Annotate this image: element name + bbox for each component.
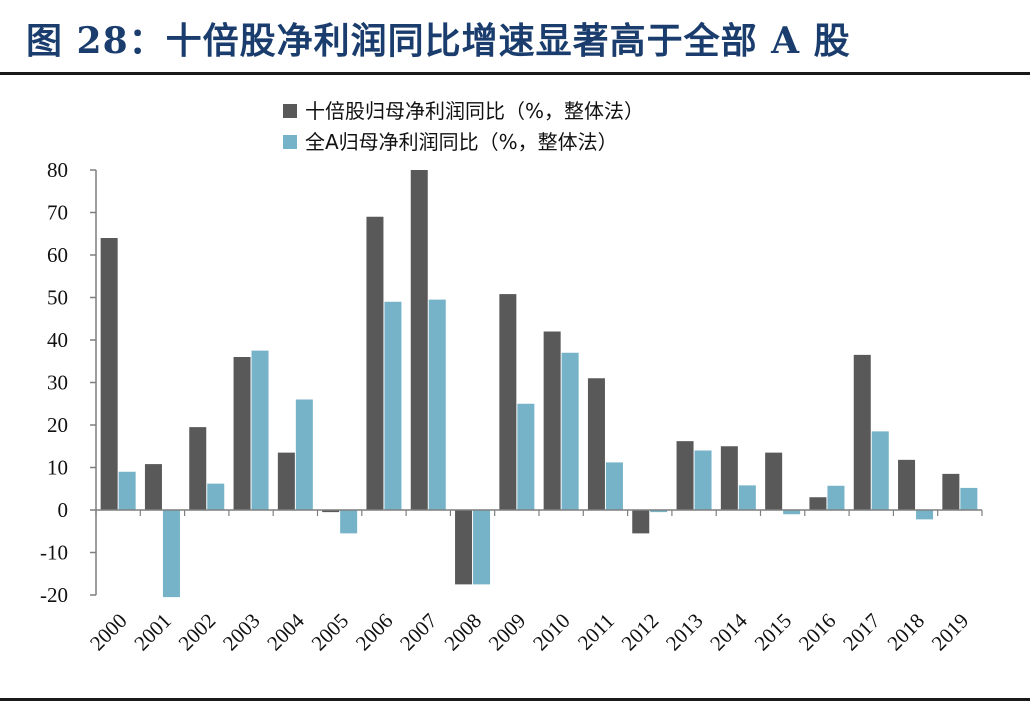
y-tick-label: 70: [47, 201, 68, 225]
legend-swatch: [283, 104, 297, 118]
bar-all-a-2000: [118, 471, 136, 510]
bar-tenbagger-2008: [455, 510, 473, 585]
x-tick-label: 2010: [528, 609, 575, 656]
legend-label: 全A归母净利润同比（%，整体法）: [305, 130, 618, 154]
y-tick-label: 80: [47, 158, 68, 182]
title-divider: [0, 72, 1030, 75]
bar-tenbagger-2007: [410, 170, 428, 510]
bar-all-a-2015: [783, 510, 801, 515]
y-axis-tick-labels: 80 70 60 50 40 30 20 10 0 -10 -20: [40, 158, 68, 607]
bar-all-a-2001: [162, 510, 180, 598]
bar-all-a-2004: [295, 399, 313, 510]
x-tick-label: 2019: [927, 609, 974, 656]
bar-tenbagger-2001: [144, 464, 162, 510]
y-tick-label: 40: [47, 328, 68, 352]
bar-tenbagger-2002: [189, 427, 207, 510]
y-tick-label: -10: [40, 541, 68, 565]
bottom-divider: [0, 698, 1030, 701]
y-tick-label: -20: [40, 583, 68, 607]
x-tick-label: 2011: [573, 609, 619, 655]
bar-tenbagger-2010: [543, 331, 561, 510]
y-tick-label: 30: [47, 371, 68, 395]
x-tick-label: 2008: [439, 609, 486, 656]
bar-all-a-2008: [473, 510, 491, 585]
bar-tenbagger-2012: [632, 510, 650, 534]
bar-tenbagger-2000: [100, 238, 118, 510]
x-tick-label: 2004: [262, 608, 309, 655]
bar-tenbagger-2019: [942, 473, 960, 510]
bar-all-a-2011: [605, 462, 623, 510]
bar-tenbagger-2006: [366, 216, 384, 510]
page-title: 图 28：十倍股净利润同比增速显著高于全部 A 股: [26, 20, 851, 62]
bar-tenbagger-2005: [322, 510, 340, 513]
bar-all-a-2017: [871, 431, 889, 510]
bar-tenbagger-2004: [277, 452, 295, 510]
bar-all-a-2012: [650, 510, 668, 513]
bar-all-a-2003: [251, 350, 269, 510]
bar-all-a-2006: [384, 301, 402, 510]
bar-all-a-2016: [827, 485, 845, 510]
x-tick-label: 2015: [750, 609, 797, 656]
bar-all-a-2018: [916, 510, 934, 520]
x-tick-label: 2000: [85, 609, 132, 656]
y-tick-label: 20: [47, 413, 68, 437]
y-tick-label: 10: [47, 456, 68, 480]
bar-tenbagger-2009: [499, 294, 517, 510]
bar-tenbagger-2003: [233, 357, 251, 510]
bar-all-a-2014: [738, 485, 756, 510]
x-tick-label: 2002: [174, 609, 221, 656]
x-axis-tick-labels: 2000200120022003200420052006200720082009…: [85, 608, 973, 655]
bar-tenbagger-2011: [587, 378, 605, 510]
y-tick-label: 50: [47, 286, 68, 310]
bar-all-a-2019: [960, 487, 978, 510]
bar-all-a-2005: [340, 510, 358, 534]
y-tick-label: 60: [47, 243, 68, 267]
legend-swatch: [283, 135, 297, 149]
bar-tenbagger-2016: [809, 497, 827, 510]
bar-tenbagger-2015: [765, 452, 783, 510]
x-tick-label: 2017: [838, 609, 885, 656]
x-tick-label: 2009: [484, 609, 531, 656]
bar-tenbagger-2018: [898, 459, 916, 510]
x-tick-label: 2018: [882, 609, 929, 656]
x-tick-label: 2014: [705, 608, 752, 655]
legend-label: 十倍股归母净利润同比（%，整体法）: [305, 99, 644, 123]
bar-all-a-2013: [694, 450, 712, 510]
x-tick-label: 2013: [661, 609, 708, 656]
bar-tenbagger-2014: [720, 446, 738, 510]
bar-all-a-2010: [561, 352, 579, 510]
y-axis-tick-marks: [90, 169, 983, 596]
x-tick-label: 2016: [794, 609, 841, 656]
bar-marks: [100, 170, 978, 598]
x-tick-label: 2007: [395, 609, 442, 656]
x-tick-label: 2001: [129, 609, 176, 656]
x-tick-label: 2005: [307, 609, 354, 656]
legend: 十倍股归母净利润同比（%，整体法） 全A归母净利润同比（%，整体法）: [283, 99, 644, 154]
bar-all-a-2009: [517, 403, 535, 510]
x-tick-label: 2006: [351, 609, 398, 656]
bar-tenbagger-2013: [676, 441, 694, 510]
y-tick-label: 0: [58, 498, 69, 522]
x-tick-label: 2003: [218, 609, 265, 656]
x-tick-label: 2012: [617, 609, 664, 656]
bar-all-a-2002: [207, 483, 225, 510]
bar-all-a-2007: [428, 299, 446, 510]
bar-tenbagger-2017: [853, 354, 871, 510]
title-bar: 图 28：十倍股净利润同比增速显著高于全部 A 股: [0, 0, 1030, 75]
